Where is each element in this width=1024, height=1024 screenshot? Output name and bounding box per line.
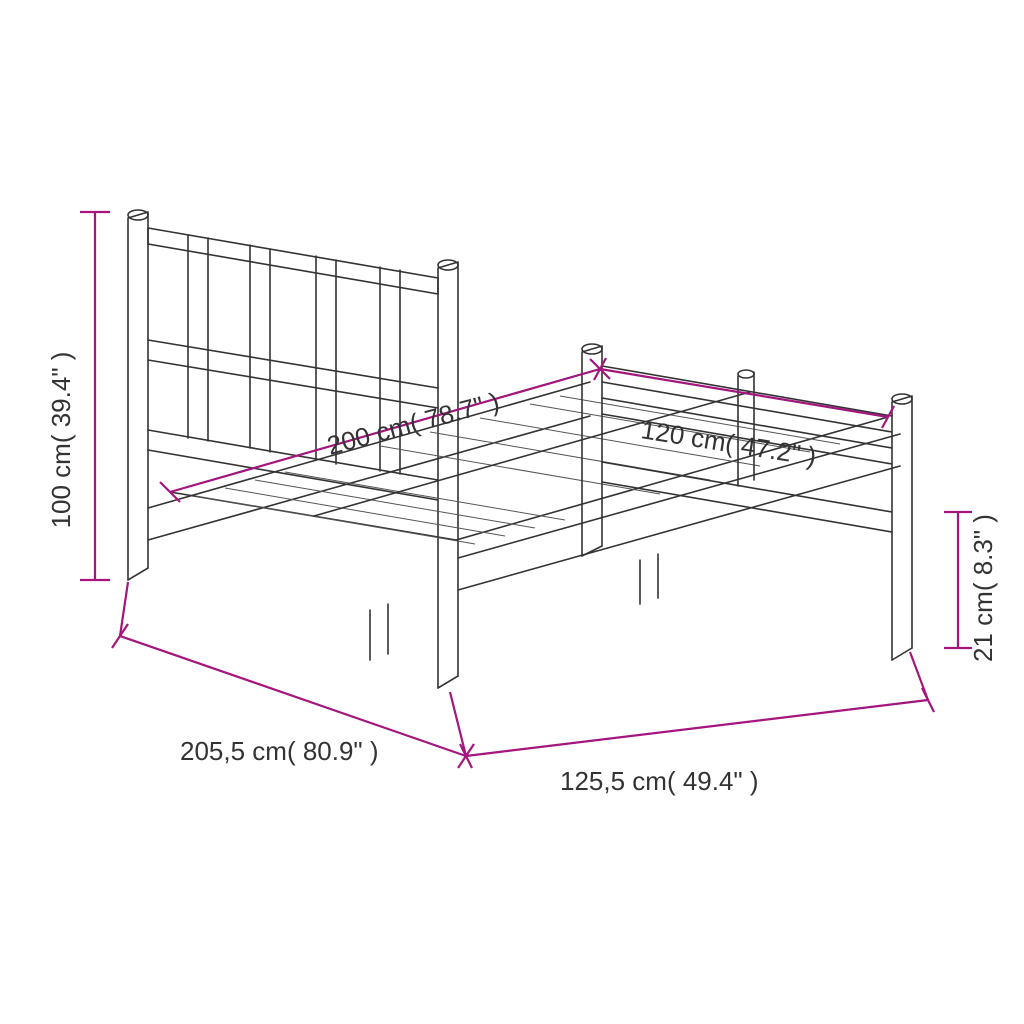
dimension-diagram: 100 cm( 39.4" ) 21 cm( 8.3" ) 200 cm( 78…	[0, 0, 1024, 1024]
dim-height-foot: 21 cm( 8.3" )	[944, 512, 998, 662]
dim-inner-width: 120 cm( 47.2" )	[594, 358, 894, 472]
dim-outer-length: 205,5 cm( 80.9" )	[112, 582, 474, 768]
footboard	[582, 344, 912, 660]
dim-height-overall: 100 cm( 39.4" )	[46, 212, 110, 580]
dim-inner-length: 200 cm( 78.7" )	[160, 359, 610, 502]
dim-outer-width: 125,5 cm( 49.4" )	[460, 652, 934, 796]
dim-inner-length-label: 200 cm( 78.7" )	[324, 386, 503, 461]
dim-height-overall-label: 100 cm( 39.4" )	[46, 352, 76, 529]
headboard	[128, 210, 458, 688]
dim-outer-length-label: 205,5 cm( 80.9" )	[180, 736, 379, 766]
dim-outer-width-label: 125,5 cm( 49.4" )	[560, 766, 759, 796]
dim-height-foot-label: 21 cm( 8.3" )	[968, 514, 998, 662]
